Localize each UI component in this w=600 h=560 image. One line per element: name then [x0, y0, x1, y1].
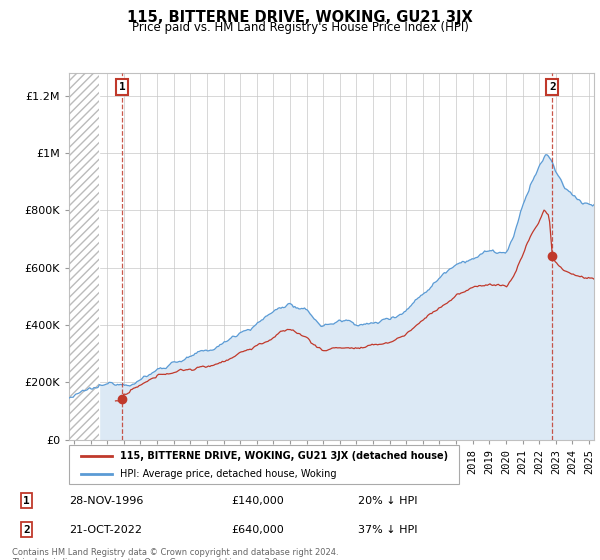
Bar [69, 73, 99, 440]
Text: 28-NOV-1996: 28-NOV-1996 [70, 496, 144, 506]
Bar [69, 73, 99, 440]
Text: Contains HM Land Registry data © Crown copyright and database right 2024.
This d: Contains HM Land Registry data © Crown c… [12, 548, 338, 560]
Text: 2: 2 [549, 82, 556, 92]
Text: £640,000: £640,000 [231, 525, 284, 535]
Text: £140,000: £140,000 [231, 496, 284, 506]
Text: 20% ↓ HPI: 20% ↓ HPI [358, 496, 417, 506]
Text: Price paid vs. HM Land Registry's House Price Index (HPI): Price paid vs. HM Land Registry's House … [131, 21, 469, 34]
Text: HPI: Average price, detached house, Woking: HPI: Average price, detached house, Woki… [120, 469, 336, 479]
Text: 115, BITTERNE DRIVE, WOKING, GU21 3JX: 115, BITTERNE DRIVE, WOKING, GU21 3JX [127, 10, 473, 25]
Text: 37% ↓ HPI: 37% ↓ HPI [358, 525, 417, 535]
Text: 115, BITTERNE DRIVE, WOKING, GU21 3JX (detached house): 115, BITTERNE DRIVE, WOKING, GU21 3JX (d… [120, 451, 448, 461]
Text: 1: 1 [119, 82, 126, 92]
FancyBboxPatch shape [69, 445, 459, 484]
Text: 21-OCT-2022: 21-OCT-2022 [70, 525, 143, 535]
Text: 2: 2 [23, 525, 30, 535]
Text: 1: 1 [23, 496, 30, 506]
